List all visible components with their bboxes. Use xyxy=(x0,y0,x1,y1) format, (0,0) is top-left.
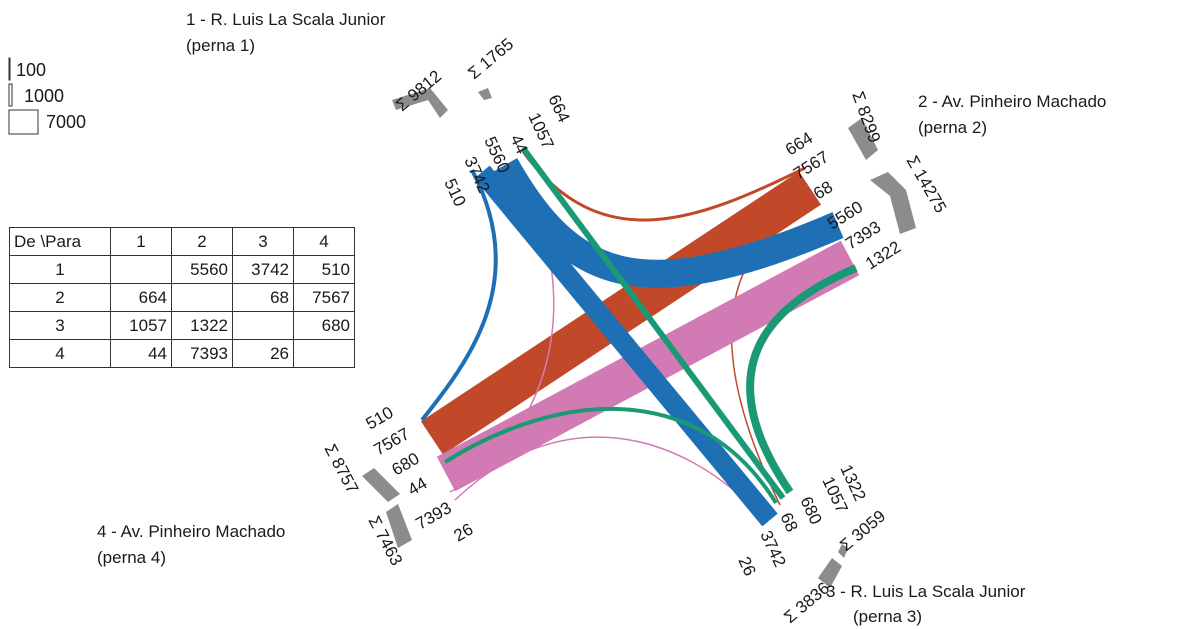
leg1-flow-510: 510 xyxy=(440,176,469,210)
od-row-label: 2 xyxy=(9,283,111,312)
od-col-3: 3 xyxy=(232,227,294,256)
od-cell xyxy=(171,283,233,312)
od-row-label: 3 xyxy=(9,311,111,340)
od-cell: 26 xyxy=(232,339,294,368)
flow-ribbons xyxy=(420,146,860,527)
sum-marker-leg4-out xyxy=(386,504,412,548)
od-cell: 1057 xyxy=(110,311,172,340)
leg3-sum-in: Σ 3059 xyxy=(836,506,889,555)
leg4-sub: (perna 4) xyxy=(97,548,166,567)
leg3-name: 3 - R. Luis La Scala Junior xyxy=(826,582,1026,601)
sum-marker-leg3-in xyxy=(838,544,848,558)
leg3-flow-68: 68 xyxy=(776,510,801,535)
sum-marker-leg2-out xyxy=(848,118,878,160)
od-cell: 3742 xyxy=(232,255,294,284)
od-header-row: De \Para 1 2 3 4 xyxy=(9,227,355,256)
od-cell: 680 xyxy=(293,311,355,340)
leg4-flow-26: 26 xyxy=(451,520,477,546)
leg2-name: 2 - Av. Pinheiro Machado xyxy=(918,92,1106,111)
leg4-flow-7393: 7393 xyxy=(413,498,455,533)
od-row: 3 1057 1322 680 xyxy=(9,311,355,340)
leg4-sum-in: Σ 8757 xyxy=(320,441,362,497)
ribbon-1-to-2 xyxy=(492,158,844,288)
od-corner: De \Para xyxy=(9,227,111,256)
leg4-flow-44: 44 xyxy=(405,474,431,500)
ribbon-3-to-1 xyxy=(520,146,786,500)
ribbon-3-to-2 xyxy=(746,264,858,495)
ribbon-3-to-4 xyxy=(443,406,778,505)
od-col-1: 1 xyxy=(110,227,172,256)
od-cell: 5560 xyxy=(171,255,233,284)
sum-marker-leg1-in xyxy=(392,88,448,118)
od-col-2: 2 xyxy=(171,227,233,256)
leg1-flow-664: 664 xyxy=(544,92,573,126)
od-col-4: 4 xyxy=(293,227,355,256)
ribbon-1-to-4 xyxy=(420,169,498,422)
od-cell: 1322 xyxy=(171,311,233,340)
od-matrix: De \Para 1 2 3 4 1 5560 3742 510 2 664 6… xyxy=(9,227,355,368)
od-row: 2 664 68 7567 xyxy=(9,283,355,312)
legend-box-1000 xyxy=(8,83,13,107)
legend-label-7000: 7000 xyxy=(46,112,86,132)
ribbon-1-to-3 xyxy=(474,165,778,527)
legend-label-100: 100 xyxy=(16,60,46,80)
leg1-sub: (perna 1) xyxy=(186,36,255,55)
legend-label-1000: 1000 xyxy=(24,86,64,106)
od-cell xyxy=(293,339,355,368)
od-cell: 664 xyxy=(110,283,172,312)
ribbon-2-to-4 xyxy=(420,171,822,455)
od-cell xyxy=(232,311,294,340)
leg3-sub: (perna 3) xyxy=(853,607,922,626)
od-row: 1 5560 3742 510 xyxy=(9,255,355,284)
legend-box-100 xyxy=(8,57,11,81)
leg3-sum-out: Σ 3836 xyxy=(780,578,833,627)
leg4-flow-510: 510 xyxy=(363,403,397,434)
leg2-sub: (perna 2) xyxy=(918,118,987,137)
od-cell: 510 xyxy=(293,255,355,284)
od-cell: 68 xyxy=(232,283,294,312)
leg1-sum-out: Σ 1765 xyxy=(464,34,517,83)
sum-markers xyxy=(362,88,916,588)
leg3-flow-26: 26 xyxy=(734,554,759,579)
legend-box-7000 xyxy=(8,109,39,135)
sum-marker-leg2-in xyxy=(870,172,916,234)
leg4-name: 4 - Av. Pinheiro Machado xyxy=(97,522,285,541)
od-row-label: 1 xyxy=(9,255,111,284)
sum-marker-leg1-out xyxy=(478,88,492,100)
od-cell: 44 xyxy=(110,339,172,368)
leg1-name: 1 - R. Luis La Scala Junior xyxy=(186,10,386,29)
od-cell xyxy=(110,255,172,284)
od-row: 4 44 7393 26 xyxy=(9,339,355,368)
sum-marker-leg4-in xyxy=(362,468,400,502)
sum-marker-leg3-out xyxy=(818,558,842,588)
legend: 100 1000 7000 xyxy=(8,57,86,135)
leg3-flow-680: 680 xyxy=(796,494,825,528)
ribbon-4-to-3 xyxy=(454,436,761,516)
od-cell: 7567 xyxy=(293,283,355,312)
od-cell: 7393 xyxy=(171,339,233,368)
od-row-label: 4 xyxy=(9,339,111,368)
